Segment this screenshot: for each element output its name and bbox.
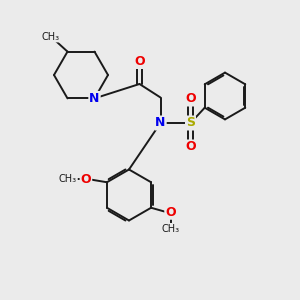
- Text: S: S: [186, 116, 195, 130]
- Text: N: N: [155, 116, 166, 130]
- Text: O: O: [81, 173, 91, 186]
- Text: CH₃: CH₃: [161, 224, 180, 234]
- Text: O: O: [134, 55, 145, 68]
- Text: CH₃: CH₃: [42, 32, 60, 42]
- Text: O: O: [185, 140, 196, 154]
- Text: N: N: [89, 92, 100, 105]
- Text: O: O: [185, 92, 196, 106]
- Text: O: O: [165, 206, 176, 219]
- Text: CH₃: CH₃: [59, 174, 77, 184]
